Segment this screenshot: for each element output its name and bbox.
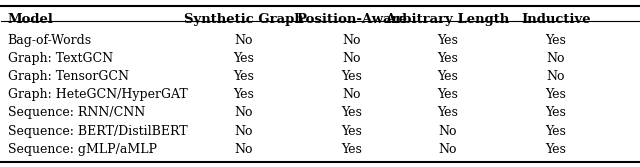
Text: No: No	[342, 52, 361, 65]
Text: Sequence: RNN/CNN: Sequence: RNN/CNN	[8, 107, 145, 120]
Text: Yes: Yes	[437, 107, 458, 120]
Text: No: No	[438, 143, 457, 156]
Text: Graph: TextGCN: Graph: TextGCN	[8, 52, 113, 65]
Text: Yes: Yes	[545, 89, 566, 101]
Text: Yes: Yes	[437, 89, 458, 101]
Text: Inductive: Inductive	[521, 13, 591, 26]
Text: Yes: Yes	[545, 143, 566, 156]
Text: Yes: Yes	[341, 107, 362, 120]
Text: Yes: Yes	[341, 70, 362, 83]
Text: No: No	[234, 143, 253, 156]
Text: Yes: Yes	[233, 70, 254, 83]
Text: Yes: Yes	[341, 143, 362, 156]
Text: No: No	[547, 70, 565, 83]
Text: Yes: Yes	[233, 89, 254, 101]
Text: Sequence: BERT/DistilBERT: Sequence: BERT/DistilBERT	[8, 125, 188, 138]
Text: No: No	[438, 125, 457, 138]
Text: Graph: TensorGCN: Graph: TensorGCN	[8, 70, 129, 83]
Text: Position-Aware: Position-Aware	[296, 13, 408, 26]
Text: No: No	[342, 89, 361, 101]
Text: Graph: HeteGCN/HyperGAT: Graph: HeteGCN/HyperGAT	[8, 89, 188, 101]
Text: Yes: Yes	[545, 125, 566, 138]
Text: Yes: Yes	[545, 34, 566, 47]
Text: Yes: Yes	[437, 34, 458, 47]
Text: No: No	[234, 125, 253, 138]
Text: Model: Model	[8, 13, 54, 26]
Text: Synthetic Graph: Synthetic Graph	[184, 13, 303, 26]
Text: Yes: Yes	[341, 125, 362, 138]
Text: No: No	[342, 34, 361, 47]
Text: Sequence: gMLP/aMLP: Sequence: gMLP/aMLP	[8, 143, 157, 156]
Text: Yes: Yes	[437, 70, 458, 83]
Text: No: No	[234, 107, 253, 120]
Text: Arbitrary Length: Arbitrary Length	[385, 13, 509, 26]
Text: No: No	[234, 34, 253, 47]
Text: Yes: Yes	[233, 52, 254, 65]
Text: Bag-of-Words: Bag-of-Words	[8, 34, 92, 47]
Text: Yes: Yes	[545, 107, 566, 120]
Text: Yes: Yes	[437, 52, 458, 65]
Text: No: No	[547, 52, 565, 65]
